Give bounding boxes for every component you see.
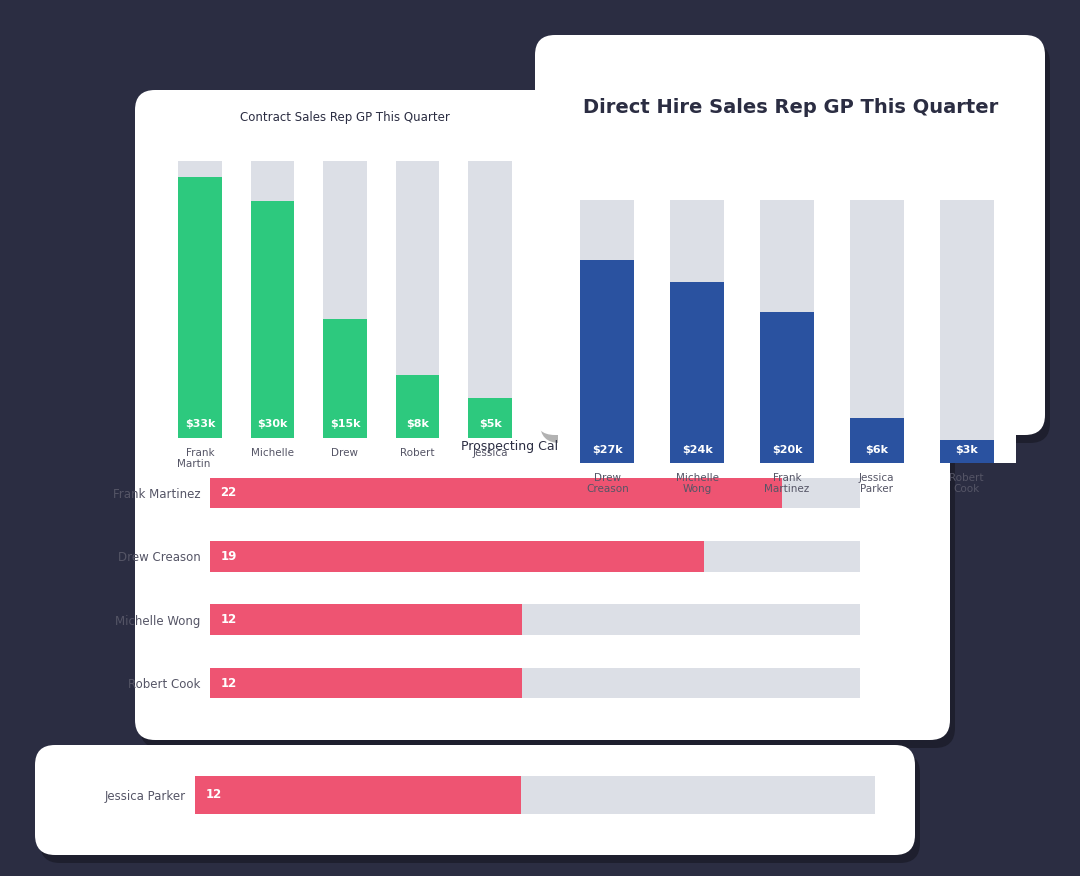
Bar	[850, 418, 904, 463]
Text: $5k: $5k	[478, 419, 501, 428]
Text: $30k: $30k	[257, 419, 287, 428]
FancyBboxPatch shape	[135, 90, 950, 740]
Bar	[760, 313, 814, 463]
Text: Direct Hire Sales Rep GP This Quarter: Direct Hire Sales Rep GP This Quarter	[583, 98, 998, 117]
Bar	[210, 668, 522, 698]
Title: Contract Sales Rep GP This Quarter: Contract Sales Rep GP This Quarter	[240, 111, 450, 124]
Bar	[178, 161, 221, 438]
Bar	[940, 441, 994, 463]
Bar	[210, 604, 860, 635]
Bar	[580, 200, 634, 463]
Title: Prospecting Calls Today: Prospecting Calls Today	[461, 440, 609, 453]
Bar	[178, 177, 221, 438]
Text: 22: 22	[220, 486, 237, 499]
FancyBboxPatch shape	[40, 753, 920, 863]
Bar	[210, 541, 860, 571]
Bar	[469, 161, 512, 438]
Bar	[671, 282, 724, 463]
Bar	[323, 161, 367, 438]
Bar	[395, 161, 440, 438]
Text: $15k: $15k	[329, 419, 361, 428]
Bar	[469, 399, 512, 438]
Text: 12: 12	[206, 788, 222, 802]
Text: $20k: $20k	[772, 446, 802, 456]
FancyBboxPatch shape	[540, 43, 1050, 443]
Bar	[395, 375, 440, 438]
Text: $24k: $24k	[681, 446, 713, 456]
Bar	[760, 200, 814, 463]
Text: $8k: $8k	[406, 419, 429, 428]
Bar	[251, 161, 294, 438]
Bar	[580, 260, 634, 463]
Bar	[195, 776, 875, 814]
FancyBboxPatch shape	[535, 35, 1045, 435]
Text: 12: 12	[220, 613, 237, 626]
Text: $3k: $3k	[955, 446, 978, 456]
Bar	[210, 668, 860, 698]
Text: 19: 19	[220, 550, 237, 562]
Bar	[323, 320, 367, 438]
Text: $27k: $27k	[592, 446, 623, 456]
Text: $6k: $6k	[865, 446, 889, 456]
FancyBboxPatch shape	[140, 98, 955, 748]
Bar	[671, 200, 724, 463]
Text: 12: 12	[220, 676, 237, 689]
Bar	[195, 776, 522, 814]
Bar	[210, 477, 782, 508]
Bar	[251, 201, 294, 438]
Text: $33k: $33k	[185, 419, 215, 428]
Bar	[210, 477, 860, 508]
Bar	[210, 541, 704, 571]
FancyBboxPatch shape	[35, 745, 915, 855]
Bar	[210, 604, 522, 635]
Bar	[940, 200, 994, 463]
Bar	[850, 200, 904, 463]
